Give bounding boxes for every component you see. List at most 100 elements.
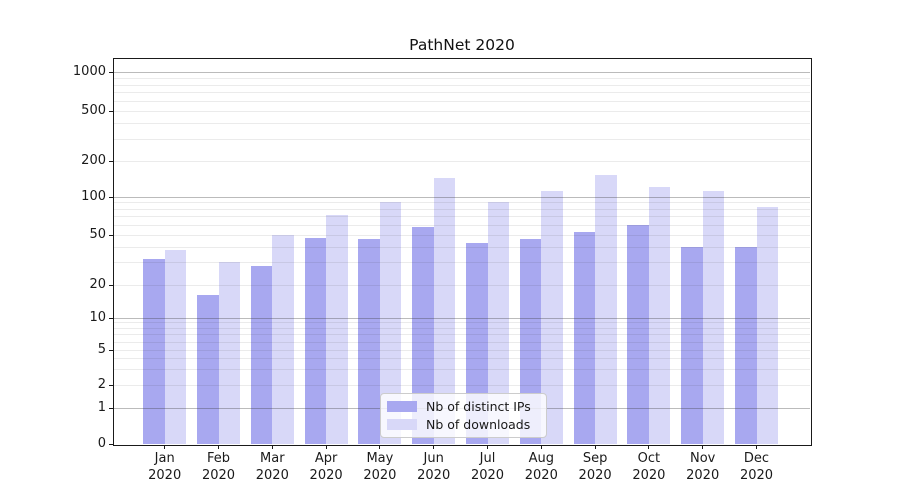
gridline-minor-7: [114, 334, 810, 336]
x-tick-label-may: May 2020: [348, 451, 412, 484]
legend-swatch-distinct-ips: [387, 401, 417, 412]
bar-feb-distinct-ips: [197, 295, 219, 444]
x-tick-label-line: Sep: [582, 451, 608, 466]
y-tick-label-0: 0: [97, 436, 106, 451]
x-tick-label-line: 2020: [470, 467, 505, 483]
bar-aug-distinct-ips: [519, 239, 542, 444]
y-tick-10: [109, 317, 113, 319]
x-tick-label-line: 2020: [524, 467, 558, 483]
gridline-minor-70: [114, 216, 810, 218]
x-tick-label-aug: Aug 2020: [509, 451, 573, 484]
gridline-major-10: [114, 317, 810, 319]
bar-oct-downloads: [648, 187, 671, 444]
x-tick-label-line: 2020: [739, 467, 774, 483]
x-tick-label-line: 2020: [309, 467, 343, 483]
x-tick-apr: [325, 445, 327, 449]
bar-feb-downloads: [218, 262, 240, 444]
bar-jun-distinct-ips: [412, 227, 434, 444]
y-tick-1: [109, 408, 113, 409]
x-tick-label-line: Feb: [206, 451, 231, 466]
gridline-minor-300: [114, 138, 810, 140]
bar-jun-downloads: [433, 178, 456, 444]
x-tick-label-line: Jun: [423, 451, 444, 466]
gridline-major-1000: [114, 72, 810, 73]
gridline-minor-4: [114, 358, 810, 360]
x-tick-label-jul: Jul 2020: [456, 451, 520, 484]
bar-apr-distinct-ips: [304, 237, 327, 444]
bar-nov-distinct-ips: [681, 246, 703, 444]
gridline-minor-20: [114, 284, 810, 286]
x-tick-label-apr: Apr 2020: [294, 451, 358, 484]
gridline-minor-800: [114, 84, 810, 86]
gridline-major-100: [114, 196, 810, 198]
y-tick-20: [109, 284, 113, 286]
gridline-minor-900: [114, 77, 810, 79]
gridline-minor-600: [114, 100, 810, 102]
gridline-minor-50: [114, 234, 810, 236]
y-tick-label-500: 500: [81, 103, 106, 118]
x-tick-label-line: Oct: [637, 451, 661, 466]
bar-dec-downloads: [756, 207, 778, 444]
bar-jul-downloads: [487, 202, 509, 444]
gridline-minor-60: [114, 224, 810, 226]
x-tick-label-oct: Oct 2020: [617, 451, 681, 484]
x-tick-aug: [540, 445, 542, 449]
x-tick-sep: [594, 445, 596, 449]
x-tick-label-line: 2020: [255, 467, 289, 483]
x-tick-feb: [218, 445, 219, 449]
legend-swatch-downloads: [387, 419, 417, 430]
legend: Nb of distinct IPs Nb of downloads: [380, 393, 547, 438]
gridline-minor-6: [114, 341, 810, 343]
gridline-minor-40: [114, 246, 810, 248]
bar-may-downloads: [379, 202, 402, 444]
x-tick-label-line: Jan: [154, 451, 175, 466]
bar-jan-downloads: [164, 249, 187, 444]
x-tick-jun: [433, 445, 435, 449]
y-tick-label-20: 20: [89, 276, 106, 292]
gridline-minor-5: [114, 350, 810, 351]
y-tick-0: [109, 444, 113, 445]
x-tick-label-line: Dec: [743, 451, 770, 466]
bar-jan-distinct-ips: [143, 258, 165, 444]
x-tick-label-line: 2020: [363, 467, 397, 483]
x-tick-label-line: May: [366, 451, 394, 466]
x-tick-jan: [164, 445, 166, 449]
gridline-minor-80: [114, 208, 810, 210]
x-tick-label-line: Aug: [528, 451, 554, 466]
bar-oct-distinct-ips: [627, 224, 649, 444]
legend-entry-downloads: Nb of downloads: [387, 418, 541, 431]
x-tick-label-jun: Jun 2020: [402, 451, 466, 484]
bar-dec-distinct-ips: [735, 246, 757, 444]
x-tick-nov: [702, 445, 704, 449]
bar-may-distinct-ips: [358, 239, 380, 444]
gridline-minor-200: [114, 160, 810, 162]
x-tick-label-mar: Mar 2020: [240, 451, 304, 484]
y-tick-label-100: 100: [81, 188, 106, 204]
chart-title: PathNet 2020: [409, 36, 515, 54]
y-tick-label-10: 10: [89, 309, 106, 325]
gridline-minor-9: [114, 322, 810, 324]
y-tick-label-5: 5: [97, 342, 106, 357]
x-tick-label-line: Jul: [479, 451, 496, 466]
x-tick-label-line: Mar: [260, 451, 285, 466]
legend-entry-distinct-ips: Nb of distinct IPs: [387, 400, 541, 413]
x-tick-may: [379, 445, 381, 449]
x-tick-label-line: 2020: [578, 467, 612, 483]
y-tick-1000: [109, 72, 113, 73]
x-tick-label-line: 2020: [686, 467, 720, 483]
x-tick-label-line: 2020: [417, 467, 451, 483]
y-tick-label-1: 1: [97, 400, 106, 415]
legend-label-downloads: Nb of downloads: [426, 417, 531, 432]
x-tick-label-feb: Feb 2020: [187, 451, 251, 484]
bar-apr-downloads: [326, 214, 348, 444]
bar-nov-downloads: [702, 190, 725, 444]
x-tick-oct: [648, 445, 650, 449]
y-tick-100: [109, 196, 113, 198]
gridline-minor-8: [114, 328, 810, 329]
y-tick-2: [109, 384, 113, 386]
gridline-minor-3: [114, 369, 810, 371]
x-tick-mar: [271, 445, 273, 449]
x-tick-label-sep: Sep 2020: [563, 451, 627, 484]
bar-mar-distinct-ips: [250, 266, 273, 444]
